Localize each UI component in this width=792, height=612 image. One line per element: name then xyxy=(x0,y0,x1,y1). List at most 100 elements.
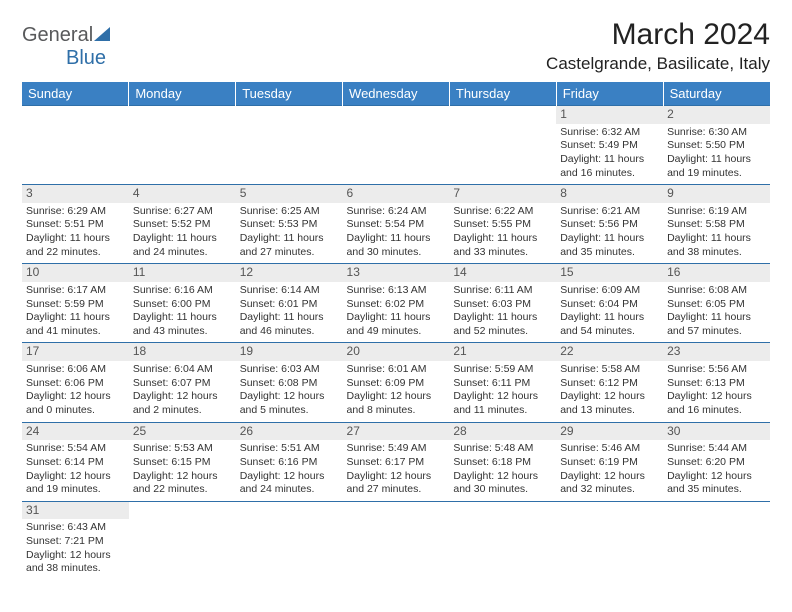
day-number: 24 xyxy=(22,423,129,441)
sunset-line: Sunset: 6:05 PM xyxy=(667,298,766,312)
calendar-cell: 9Sunrise: 6:19 AMSunset: 5:58 PMDaylight… xyxy=(663,185,770,264)
calendar-cell xyxy=(343,106,450,185)
sunrise-line: Sunrise: 5:54 AM xyxy=(26,442,125,456)
calendar-cell: 30Sunrise: 5:44 AMSunset: 6:20 PMDayligh… xyxy=(663,422,770,501)
day-number: 19 xyxy=(236,343,343,361)
calendar-cell: 24Sunrise: 5:54 AMSunset: 6:14 PMDayligh… xyxy=(22,422,129,501)
calendar-week: 31Sunrise: 6:43 AMSunset: 7:21 PMDayligh… xyxy=(22,501,770,580)
sunset-line: Sunset: 5:52 PM xyxy=(133,218,232,232)
sunset-line: Sunset: 5:59 PM xyxy=(26,298,125,312)
daylight-line: Daylight: 11 hours and 30 minutes. xyxy=(347,232,446,259)
day-number: 23 xyxy=(663,343,770,361)
title-block: March 2024 Castelgrande, Basilicate, Ita… xyxy=(546,18,770,74)
calendar-cell: 27Sunrise: 5:49 AMSunset: 6:17 PMDayligh… xyxy=(343,422,450,501)
day-number: 6 xyxy=(343,185,450,203)
sunset-line: Sunset: 6:20 PM xyxy=(667,456,766,470)
sunrise-line: Sunrise: 6:06 AM xyxy=(26,363,125,377)
calendar-cell: 31Sunrise: 6:43 AMSunset: 7:21 PMDayligh… xyxy=(22,501,129,580)
daylight-line: Daylight: 11 hours and 24 minutes. xyxy=(133,232,232,259)
day-header: Wednesday xyxy=(343,82,450,106)
daylight-line: Daylight: 12 hours and 13 minutes. xyxy=(560,390,659,417)
day-header: Saturday xyxy=(663,82,770,106)
sunset-line: Sunset: 5:55 PM xyxy=(453,218,552,232)
day-number: 2 xyxy=(663,106,770,124)
day-header: Sunday xyxy=(22,82,129,106)
day-number: 13 xyxy=(343,264,450,282)
sunset-line: Sunset: 6:18 PM xyxy=(453,456,552,470)
calendar-cell: 23 Sunrise: 5:56 AMSunset: 6:13 PMDayligh… xyxy=(663,343,770,422)
sunset-line: Sunset: 6:14 PM xyxy=(26,456,125,470)
daylight-line: Daylight: 11 hours and 33 minutes. xyxy=(453,232,552,259)
daylight-line: Daylight: 12 hours and 16 minutes. xyxy=(667,390,766,417)
day-number: 3 xyxy=(22,185,129,203)
logo-part2: Blue xyxy=(66,47,106,69)
sunset-line: Sunset: 5:56 PM xyxy=(560,218,659,232)
sunrise-line: Sunrise: 6:24 AM xyxy=(347,205,446,219)
daylight-line: Daylight: 12 hours and 19 minutes. xyxy=(26,470,125,497)
calendar-cell: 1Sunrise: 6:32 AMSunset: 5:49 PMDaylight… xyxy=(556,106,663,185)
calendar-cell: 5Sunrise: 6:25 AMSunset: 5:53 PMDaylight… xyxy=(236,185,343,264)
calendar-cell xyxy=(556,501,663,580)
sunset-line: Sunset: 6:13 PM xyxy=(667,377,766,391)
calendar-cell: 21Sunrise: 5:59 AMSunset: 6:11 PMDayligh… xyxy=(449,343,556,422)
day-header-row: SundayMondayTuesdayWednesdayThursdayFrid… xyxy=(22,82,770,106)
sunrise-line: Sunrise: 5:59 AM xyxy=(453,363,552,377)
calendar-cell xyxy=(236,501,343,580)
day-number: 15 xyxy=(556,264,663,282)
day-header: Monday xyxy=(129,82,236,106)
calendar-cell: 7Sunrise: 6:22 AMSunset: 5:55 PMDaylight… xyxy=(449,185,556,264)
sunset-line: Sunset: 6:00 PM xyxy=(133,298,232,312)
day-number: 8 xyxy=(556,185,663,203)
sunrise-line: Sunrise: 6:21 AM xyxy=(560,205,659,219)
daylight-line: Daylight: 11 hours and 35 minutes. xyxy=(560,232,659,259)
sunrise-line: Sunrise: 6:32 AM xyxy=(560,126,659,140)
day-number: 11 xyxy=(129,264,236,282)
calendar-cell: 4Sunrise: 6:27 AMSunset: 5:52 PMDaylight… xyxy=(129,185,236,264)
sunrise-line: Sunrise: 5:56 AM xyxy=(667,363,766,377)
calendar-cell: 10Sunrise: 6:17 AMSunset: 5:59 PMDayligh… xyxy=(22,264,129,343)
sunrise-line: Sunrise: 6:43 AM xyxy=(26,521,125,535)
calendar-cell: 25Sunrise: 5:53 AMSunset: 6:15 PMDayligh… xyxy=(129,422,236,501)
calendar-cell: 22Sunrise: 5:58 AMSunset: 6:12 PMDayligh… xyxy=(556,343,663,422)
sunset-line: Sunset: 5:51 PM xyxy=(26,218,125,232)
daylight-line: Daylight: 11 hours and 19 minutes. xyxy=(667,153,766,180)
sunset-line: Sunset: 5:50 PM xyxy=(667,139,766,153)
sunrise-line: Sunrise: 6:14 AM xyxy=(240,284,339,298)
calendar-cell: 16Sunrise: 6:08 AMSunset: 6:05 PMDayligh… xyxy=(663,264,770,343)
day-number: 22 xyxy=(556,343,663,361)
logo-text: General Blue xyxy=(22,24,108,70)
sunrise-line: Sunrise: 6:03 AM xyxy=(240,363,339,377)
day-number: 1 xyxy=(556,106,663,124)
sunrise-line: Sunrise: 5:58 AM xyxy=(560,363,659,377)
calendar-cell: 15Sunrise: 6:09 AMSunset: 6:04 PMDayligh… xyxy=(556,264,663,343)
daylight-line: Daylight: 11 hours and 38 minutes. xyxy=(667,232,766,259)
day-number: 25 xyxy=(129,423,236,441)
sunrise-line: Sunrise: 6:08 AM xyxy=(667,284,766,298)
calendar-cell: 28Sunrise: 5:48 AMSunset: 6:18 PMDayligh… xyxy=(449,422,556,501)
calendar-week: 24Sunrise: 5:54 AMSunset: 6:14 PMDayligh… xyxy=(22,422,770,501)
day-number: 29 xyxy=(556,423,663,441)
calendar-table: SundayMondayTuesdayWednesdayThursdayFrid… xyxy=(22,82,770,580)
day-number: 5 xyxy=(236,185,343,203)
day-header: Tuesday xyxy=(236,82,343,106)
sunrise-line: Sunrise: 6:30 AM xyxy=(667,126,766,140)
calendar-cell: 29Sunrise: 5:46 AMSunset: 6:19 PMDayligh… xyxy=(556,422,663,501)
sunset-line: Sunset: 5:53 PM xyxy=(240,218,339,232)
calendar-cell xyxy=(22,106,129,185)
calendar-cell: 18Sunrise: 6:04 AMSunset: 6:07 PMDayligh… xyxy=(129,343,236,422)
sunset-line: Sunset: 6:02 PM xyxy=(347,298,446,312)
sunset-line: Sunset: 6:09 PM xyxy=(347,377,446,391)
daylight-line: Daylight: 11 hours and 43 minutes. xyxy=(133,311,232,338)
day-number: 31 xyxy=(22,502,129,520)
sunrise-line: Sunrise: 6:11 AM xyxy=(453,284,552,298)
daylight-line: Daylight: 12 hours and 0 minutes. xyxy=(26,390,125,417)
daylight-line: Daylight: 12 hours and 8 minutes. xyxy=(347,390,446,417)
sunset-line: Sunset: 6:15 PM xyxy=(133,456,232,470)
day-number: 21 xyxy=(449,343,556,361)
daylight-line: Daylight: 12 hours and 2 minutes. xyxy=(133,390,232,417)
sunrise-line: Sunrise: 6:19 AM xyxy=(667,205,766,219)
daylight-line: Daylight: 11 hours and 46 minutes. xyxy=(240,311,339,338)
day-number: 16 xyxy=(663,264,770,282)
calendar-cell: 3Sunrise: 6:29 AMSunset: 5:51 PMDaylight… xyxy=(22,185,129,264)
sunrise-line: Sunrise: 5:49 AM xyxy=(347,442,446,456)
